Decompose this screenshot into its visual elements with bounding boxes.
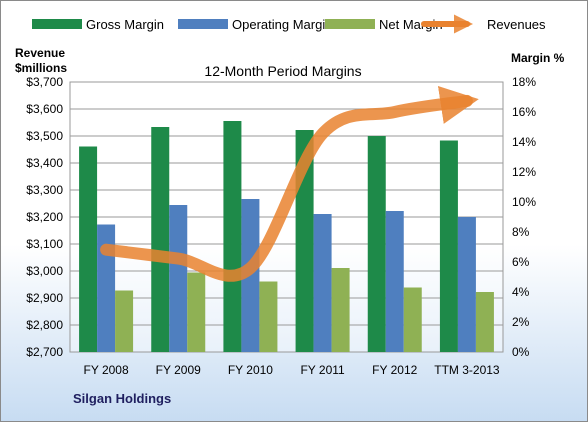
- right-tick-label: 16%: [512, 105, 536, 119]
- left-axis-label-line1: Revenue: [15, 46, 65, 60]
- bar-operating-margin: [169, 205, 188, 352]
- right-tick-label: 18%: [512, 75, 536, 89]
- bar-operating-margin: [313, 214, 332, 352]
- right-tick-label: 10%: [512, 195, 536, 209]
- right-tick-label: 12%: [512, 165, 536, 179]
- legend-label-revenues: Revenues: [487, 17, 546, 32]
- category-label: FY 2012: [372, 363, 417, 377]
- right-tick-label: 4%: [512, 285, 530, 299]
- left-tick-label: $2,900: [26, 291, 63, 305]
- category-label: FY 2011: [300, 363, 345, 377]
- bar-gross-margin: [79, 146, 98, 352]
- category-labels: FY 2008 FY 2009 FY 2010 FY 2011 FY 2012 TTM 3…: [84, 363, 500, 377]
- legend-item-revenues: Revenues: [421, 14, 546, 34]
- right-tick-label: 0%: [512, 345, 530, 359]
- left-axis-label-line2: $millions: [15, 61, 67, 75]
- right-tick-label: 6%: [512, 255, 530, 269]
- left-tick-label: $3,100: [26, 237, 63, 251]
- right-tick-label: 2%: [512, 315, 530, 329]
- bar-net-margin: [475, 292, 494, 352]
- bar-net-margin: [259, 281, 278, 352]
- left-tick-label: $2,800: [26, 318, 63, 332]
- legend: Gross Margin Operating Margin Net Margin…: [32, 14, 546, 34]
- category-label: TTM 3-2013: [434, 363, 500, 377]
- legend-swatch-gross-margin: [32, 19, 82, 29]
- bar-net-margin: [331, 268, 350, 352]
- legend-label-net-margin: Net Margin: [379, 17, 443, 32]
- left-axis-ticks: $2,700 $2,800 $2,900 $3,000 $3,100 $3,200 $3,3…: [26, 75, 63, 359]
- bar-net-margin: [403, 287, 422, 352]
- legend-label-operating-margin: Operating Margin: [232, 17, 332, 32]
- bar-operating-margin: [97, 224, 116, 352]
- left-tick-label: $2,700: [26, 345, 63, 359]
- bar-net-margin: [187, 272, 206, 352]
- legend-item-operating-margin: Operating Margin: [178, 17, 332, 32]
- right-tick-label: 14%: [512, 135, 536, 149]
- left-tick-label: $3,000: [26, 264, 63, 278]
- left-tick-label: $3,400: [26, 156, 63, 170]
- company-name: Silgan Holdings: [73, 391, 171, 406]
- bar-gross-margin: [223, 121, 242, 352]
- bar-operating-margin: [457, 217, 476, 352]
- category-label: FY 2010: [228, 363, 273, 377]
- left-tick-label: $3,200: [26, 210, 63, 224]
- legend-label-gross-margin: Gross Margin: [86, 17, 164, 32]
- chart-title: 12-Month Period Margins: [204, 63, 361, 79]
- revenue-line: [100, 85, 479, 282]
- bar-gross-margin: [367, 136, 386, 352]
- bars: [79, 121, 494, 352]
- category-label: FY 2008: [84, 363, 129, 377]
- bar-gross-margin: [439, 140, 458, 352]
- left-tick-label: $3,300: [26, 183, 63, 197]
- bar-operating-margin: [385, 211, 404, 352]
- left-tick-label: $3,500: [26, 129, 63, 143]
- right-tick-label: 8%: [512, 225, 530, 239]
- right-axis-ticks: 0% 2% 4% 6% 8% 10% 12% 14% 16% 18%: [512, 75, 536, 359]
- legend-swatch-net-margin: [325, 19, 375, 29]
- category-label: FY 2009: [156, 363, 201, 377]
- revenue-line-group: [100, 85, 479, 282]
- bar-gross-margin: [151, 127, 170, 352]
- legend-item-gross-margin: Gross Margin: [32, 17, 164, 32]
- left-tick-label: $3,700: [26, 75, 63, 89]
- bar-net-margin: [115, 290, 134, 352]
- legend-swatch-operating-margin: [178, 19, 228, 29]
- right-axis-label: Margin %: [511, 51, 565, 65]
- left-tick-label: $3,600: [26, 102, 63, 116]
- legend-item-net-margin: Net Margin: [325, 17, 443, 32]
